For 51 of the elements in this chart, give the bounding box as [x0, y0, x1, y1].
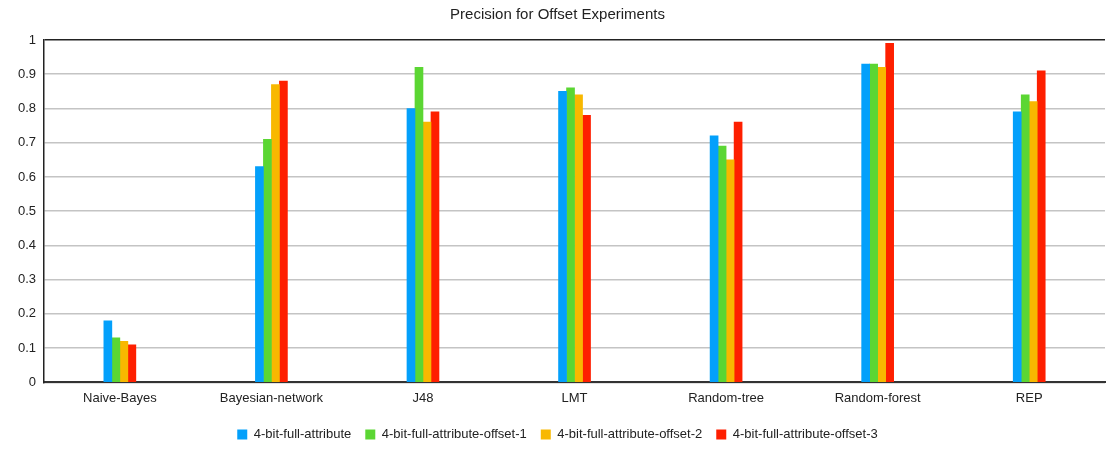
x-tick-label: Random-tree	[688, 389, 765, 405]
bar	[414, 67, 424, 382]
bar	[725, 159, 735, 382]
y-tick-label: 0.4	[17, 237, 37, 253]
bar	[566, 87, 575, 382]
y-tick-label: 0.7	[17, 134, 37, 150]
y-tick-label: 0.9	[17, 65, 37, 81]
bar	[279, 80, 288, 382]
bar	[558, 91, 567, 382]
x-tick-label: Naive-Bayes	[83, 389, 158, 405]
bar	[271, 84, 280, 382]
bar	[709, 135, 719, 382]
y-tick-label: 0.6	[17, 168, 37, 184]
bar	[263, 138, 272, 382]
x-tick-label: Random-forest	[834, 389, 922, 405]
legend-label: 4-bit-full-attribute-offset-1	[381, 426, 527, 442]
y-tick-label: 0.8	[17, 100, 37, 116]
bar	[1012, 111, 1022, 382]
bar	[1036, 70, 1046, 382]
bar	[119, 340, 129, 382]
bar	[103, 320, 113, 382]
bar	[255, 166, 264, 382]
y-tick-label: 0.3	[17, 271, 37, 287]
y-tick-label: 0	[28, 373, 37, 389]
bar	[869, 63, 878, 382]
bar	[430, 111, 440, 382]
bar	[574, 94, 583, 382]
legend-label: 4-bit-full-attribute-offset-3	[732, 426, 878, 442]
bar	[422, 121, 432, 382]
bar	[717, 145, 727, 382]
legend-label: 4-bit-full-attribute	[253, 426, 352, 442]
bar	[877, 67, 886, 382]
bar	[1020, 94, 1030, 382]
y-tick-label: 0.5	[17, 202, 37, 218]
y-tick-label: 0.2	[17, 305, 37, 321]
chart-title: Precision for Offset Experiments	[450, 5, 665, 23]
bar	[127, 344, 137, 382]
bar	[406, 108, 416, 382]
bar	[885, 43, 894, 382]
x-tick-label: REP	[1015, 389, 1043, 405]
bar	[861, 63, 870, 382]
x-tick-label: LMT	[561, 389, 588, 405]
x-tick-label: Bayesian-network	[219, 389, 324, 405]
bar	[733, 121, 743, 382]
legend-label: 4-bit-full-attribute-offset-2	[557, 426, 703, 442]
bar	[111, 337, 121, 382]
x-tick-label: J48	[412, 389, 434, 405]
y-tick-label: 0.1	[17, 339, 37, 355]
bar	[582, 115, 591, 382]
bar	[1028, 101, 1038, 382]
y-tick-label: 1	[28, 31, 37, 47]
